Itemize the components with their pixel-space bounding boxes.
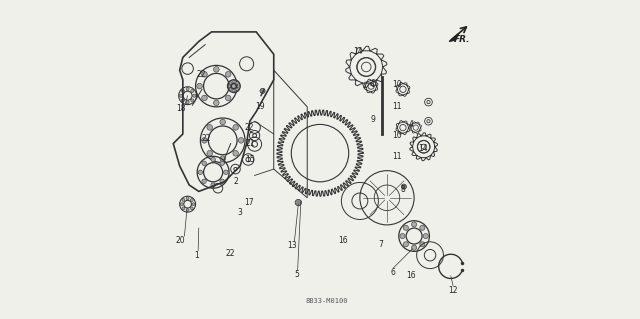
Text: 10: 10 (392, 80, 401, 89)
Text: 4: 4 (408, 120, 413, 129)
Circle shape (220, 179, 225, 183)
Circle shape (229, 82, 232, 84)
Circle shape (403, 242, 408, 247)
Text: 17: 17 (244, 198, 253, 207)
Text: 22: 22 (201, 134, 211, 143)
Text: 1: 1 (194, 251, 199, 260)
Circle shape (211, 183, 216, 187)
Text: 10: 10 (392, 131, 401, 140)
Text: 16: 16 (406, 271, 416, 280)
Circle shape (186, 197, 189, 200)
Text: 9: 9 (370, 115, 375, 124)
Circle shape (220, 156, 225, 161)
Text: 8B33-M0100: 8B33-M0100 (305, 299, 348, 304)
Circle shape (220, 161, 225, 166)
Text: 14: 14 (353, 47, 363, 56)
Circle shape (207, 125, 212, 130)
Circle shape (202, 137, 207, 143)
Text: 6: 6 (390, 268, 395, 277)
Circle shape (238, 137, 244, 143)
Text: 13: 13 (287, 241, 297, 250)
Circle shape (220, 119, 225, 125)
Circle shape (202, 161, 206, 166)
Circle shape (214, 67, 219, 72)
Circle shape (182, 198, 185, 201)
Circle shape (186, 87, 189, 91)
Circle shape (236, 82, 238, 84)
Text: 22: 22 (244, 123, 254, 132)
Text: 16: 16 (338, 236, 348, 245)
Polygon shape (449, 33, 459, 41)
Circle shape (190, 207, 193, 210)
Circle shape (225, 71, 231, 77)
Circle shape (202, 179, 206, 183)
Circle shape (420, 242, 425, 247)
Circle shape (412, 245, 417, 250)
Circle shape (225, 95, 231, 101)
Text: 20: 20 (175, 236, 185, 245)
Text: 21: 21 (245, 139, 255, 148)
Circle shape (198, 170, 203, 174)
Circle shape (232, 89, 236, 92)
Circle shape (202, 95, 207, 101)
Circle shape (192, 203, 195, 206)
Text: 4: 4 (369, 80, 374, 89)
Circle shape (180, 203, 183, 206)
Circle shape (260, 88, 265, 93)
Circle shape (190, 198, 193, 201)
Circle shape (232, 80, 236, 83)
Circle shape (295, 199, 301, 206)
Circle shape (181, 99, 184, 102)
Text: 3: 3 (237, 208, 242, 217)
Text: 2: 2 (234, 177, 239, 186)
Circle shape (412, 222, 417, 227)
Circle shape (202, 71, 207, 77)
Circle shape (179, 94, 182, 97)
Circle shape (401, 184, 406, 189)
Text: 19: 19 (255, 102, 265, 111)
Circle shape (237, 85, 239, 87)
Circle shape (207, 151, 212, 156)
Circle shape (214, 100, 219, 106)
Circle shape (191, 99, 194, 102)
Text: 18: 18 (177, 104, 186, 113)
Circle shape (181, 89, 184, 93)
Circle shape (420, 225, 425, 230)
Text: 11: 11 (392, 102, 401, 111)
Circle shape (193, 94, 196, 97)
Circle shape (211, 157, 216, 162)
Text: 14: 14 (418, 144, 428, 153)
Circle shape (233, 151, 239, 156)
Circle shape (182, 207, 185, 210)
Circle shape (423, 234, 428, 239)
Circle shape (233, 125, 239, 130)
Text: 15: 15 (246, 155, 255, 164)
Circle shape (191, 89, 194, 93)
Circle shape (186, 209, 189, 211)
Text: 8: 8 (401, 185, 405, 194)
Circle shape (229, 88, 232, 91)
Text: 12: 12 (448, 286, 458, 295)
Circle shape (403, 225, 408, 230)
Text: 22: 22 (196, 70, 206, 79)
Text: 5: 5 (294, 270, 300, 279)
Text: 22: 22 (225, 249, 235, 258)
Circle shape (230, 83, 236, 89)
Circle shape (223, 170, 228, 174)
Circle shape (196, 83, 202, 89)
Text: 11: 11 (392, 152, 401, 161)
Circle shape (228, 85, 231, 87)
Text: 7: 7 (379, 240, 384, 249)
Circle shape (400, 234, 405, 239)
Circle shape (236, 88, 238, 91)
Circle shape (186, 101, 189, 104)
Text: FR.: FR. (454, 35, 470, 44)
